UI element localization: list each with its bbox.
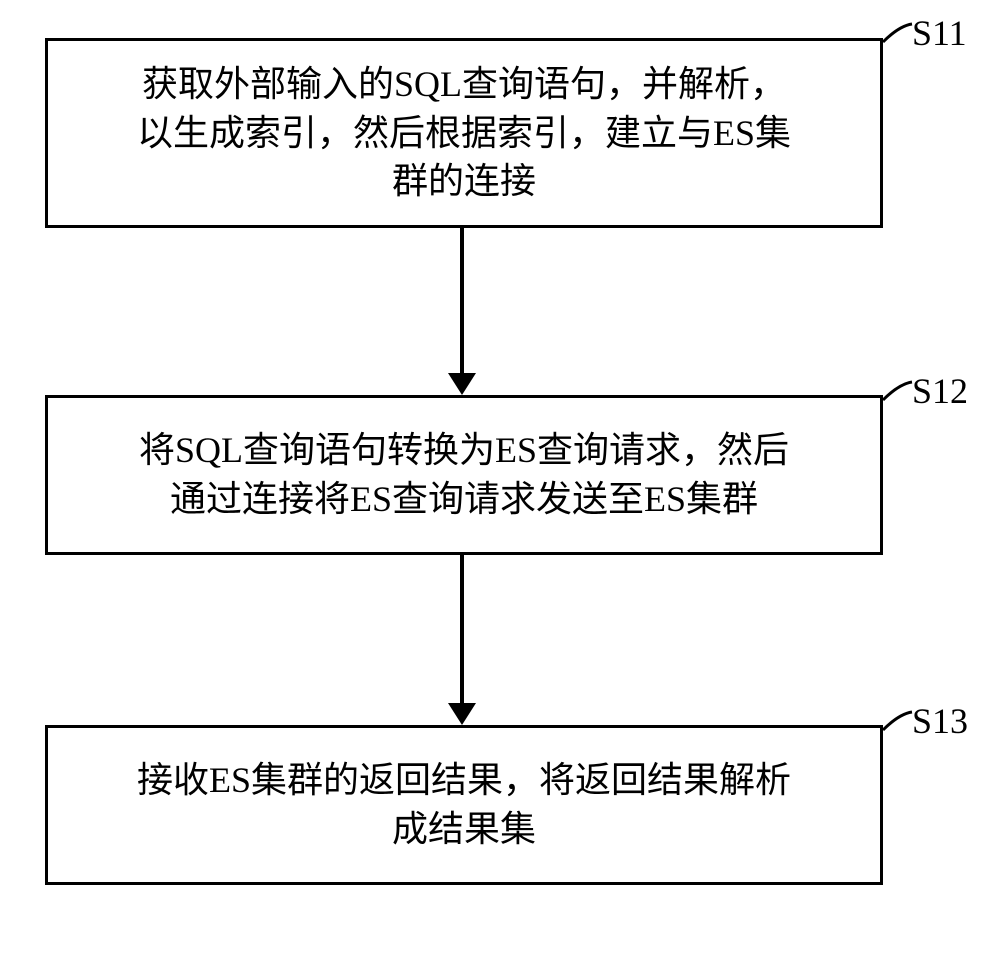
step-label-s11: S11: [912, 12, 967, 54]
arrow-head-s11-to-s12: [448, 373, 476, 395]
label-connector-s13: [881, 710, 914, 732]
label-connector-s11: [881, 22, 914, 44]
flow-node-s11: 获取外部输入的SQL查询语句，并解析， 以生成索引，然后根据索引，建立与ES集 …: [45, 38, 883, 228]
arrow-s11-to-s12: [460, 228, 464, 373]
arrow-s12-to-s13: [460, 555, 464, 703]
flow-node-text: 获取外部输入的SQL查询语句，并解析， 以生成索引，然后根据索引，建立与ES集 …: [137, 60, 791, 206]
flow-node-text: 将SQL查询语句转换为ES查询请求，然后 通过连接将ES查询请求发送至ES集群: [139, 426, 789, 523]
step-label-s12: S12: [912, 370, 968, 412]
flow-node-s12: 将SQL查询语句转换为ES查询请求，然后 通过连接将ES查询请求发送至ES集群: [45, 395, 883, 555]
label-connector-s12: [881, 380, 914, 402]
flowchart-canvas: 获取外部输入的SQL查询语句，并解析， 以生成索引，然后根据索引，建立与ES集 …: [0, 0, 1000, 962]
flow-node-text: 接收ES集群的返回结果，将返回结果解析 成结果集: [137, 756, 791, 853]
arrow-head-s12-to-s13: [448, 703, 476, 725]
step-label-s13: S13: [912, 700, 968, 742]
flow-node-s13: 接收ES集群的返回结果，将返回结果解析 成结果集: [45, 725, 883, 885]
